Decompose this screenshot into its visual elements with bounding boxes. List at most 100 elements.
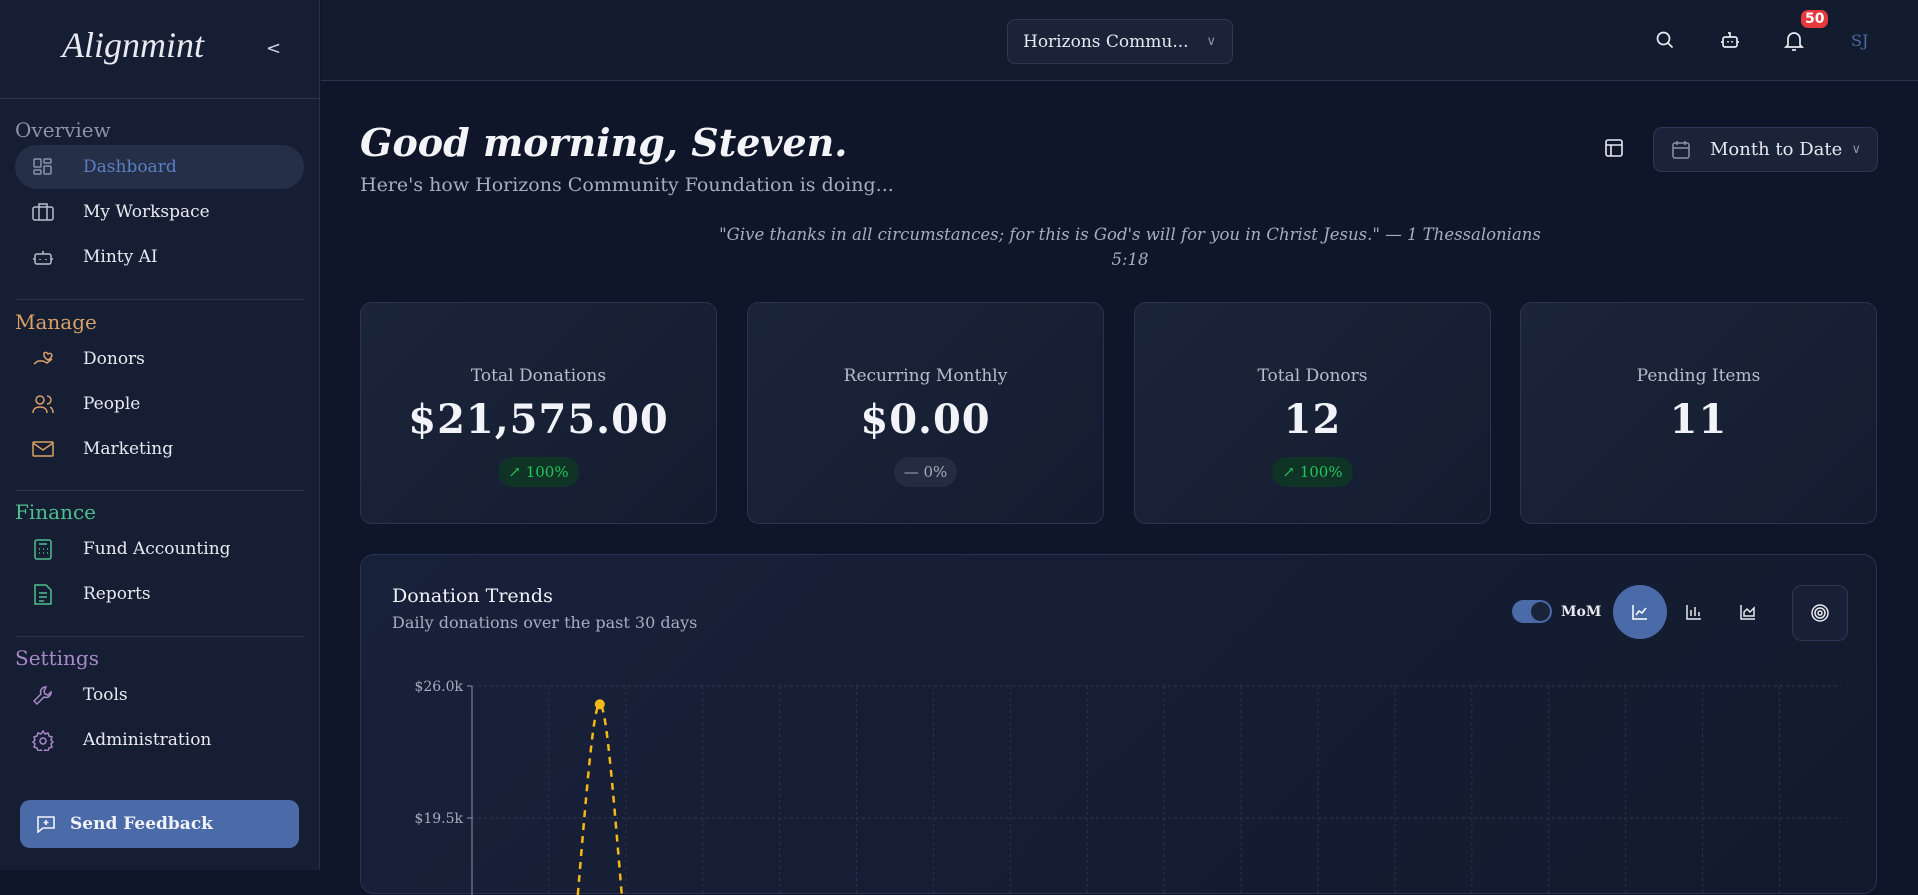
data-point: [594, 699, 605, 710]
donation-trends-panel: Donation Trends Daily donations over the…: [360, 554, 1877, 895]
sidebar-item-people[interactable]: People: [15, 382, 304, 426]
change-value: 100%: [1299, 463, 1343, 481]
sidebar-item-label: Marketing: [83, 439, 174, 459]
layout-icon[interactable]: [1604, 138, 1624, 162]
date-range-label: Month to Date: [1710, 139, 1843, 160]
sidebar-item-label: Minty AI: [83, 247, 158, 267]
sidebar: Alignmint < Overview Dashboard My Workspac…: [0, 0, 320, 870]
wrench-icon: [30, 685, 56, 706]
chevron-down-icon: ∨: [1851, 142, 1861, 157]
greeting-subtitle: Here's how Horizons Community Foundation…: [360, 174, 894, 196]
change-badge: ↗ 100%: [1272, 457, 1353, 487]
sidebar-item-fund-accounting[interactable]: Fund Accounting: [15, 527, 304, 571]
change-value: 0%: [923, 463, 948, 481]
top-header: Horizons Commu... ∨: [321, 0, 1918, 81]
panel-title: Donation Trends: [392, 585, 553, 607]
section-manage: Manage: [15, 310, 97, 334]
line-chart-icon: [1632, 605, 1647, 620]
section-settings: Settings: [15, 646, 99, 670]
area-chart-icon: [1740, 605, 1755, 620]
bot-icon[interactable]: [1720, 30, 1740, 54]
stat-card-total-donations: Total Donations $21,575.00 ↗ 100%: [360, 302, 717, 524]
mom-toggle[interactable]: [1512, 600, 1552, 623]
send-feedback-label: Send Feedback: [70, 814, 213, 834]
stat-label: Total Donors: [1257, 366, 1368, 386]
trend-up-icon: ↗: [1282, 463, 1300, 481]
stat-value: 12: [1283, 396, 1342, 443]
calendar-icon: [1672, 140, 1690, 159]
sidebar-item-label: Reports: [83, 584, 151, 604]
org-selector-label: Horizons Commu...: [1023, 31, 1189, 52]
hand-heart-icon: [30, 349, 56, 370]
divider: [15, 636, 304, 637]
panel-subtitle: Daily donations over the past 30 days: [392, 613, 698, 632]
stat-value: 11: [1669, 396, 1728, 443]
sidebar-item-label: People: [83, 394, 141, 414]
stat-card-pending-items: Pending Items 11: [1520, 302, 1877, 524]
mail-icon: [30, 439, 56, 460]
notification-badge: 50: [1801, 10, 1829, 28]
y-tick-label: $19.5k: [414, 811, 463, 827]
stat-value: $0.00: [860, 396, 991, 443]
sidebar-item-tools[interactable]: Tools: [15, 673, 304, 717]
org-selector[interactable]: Horizons Commu... ∨: [1007, 19, 1233, 64]
collapse-sidebar-button[interactable]: <: [266, 38, 282, 59]
calculator-icon: [30, 538, 56, 560]
chevron-down-icon: ∨: [1206, 34, 1216, 49]
minus-icon: —: [903, 463, 924, 481]
scripture-quote: "Give thanks in all circumstances; for t…: [719, 225, 1541, 269]
gear-icon: [30, 729, 56, 751]
users-icon: [30, 394, 56, 415]
divider: [0, 98, 320, 99]
sidebar-item-label: Dashboard: [83, 157, 177, 177]
bell-icon[interactable]: [1783, 30, 1805, 56]
goal-button[interactable]: [1792, 585, 1848, 641]
bot-icon: [30, 247, 56, 268]
target-icon: [1811, 604, 1829, 622]
avatar[interactable]: SJ: [1851, 31, 1869, 50]
area-chart-button[interactable]: [1721, 585, 1775, 639]
mom-label: MoM: [1561, 604, 1602, 620]
logo: Alignmint: [62, 25, 204, 65]
sidebar-item-label: Tools: [83, 685, 128, 705]
stat-label: Recurring Monthly: [843, 366, 1008, 386]
bar-chart-icon: [1686, 605, 1701, 620]
bar-chart-button[interactable]: [1667, 585, 1721, 639]
section-overview: Overview: [15, 118, 111, 142]
sidebar-item-label: Administration: [83, 730, 212, 750]
message-plus-icon: [36, 815, 56, 833]
stat-value: $21,575.00: [408, 396, 669, 443]
change-value: 100%: [525, 463, 569, 481]
sidebar-item-donors[interactable]: Donors: [15, 337, 304, 381]
section-finance: Finance: [15, 500, 96, 524]
date-range-select[interactable]: Month to Date ∨: [1653, 127, 1878, 172]
divider: [15, 490, 304, 491]
sidebar-item-administration[interactable]: Administration: [15, 718, 304, 762]
sidebar-item-dashboard[interactable]: Dashboard: [15, 145, 304, 189]
trend-up-icon: ↗: [508, 463, 526, 481]
sidebar-item-label: Donors: [83, 349, 145, 369]
line-chart-button[interactable]: [1613, 585, 1667, 639]
change-badge: ↗ 100%: [498, 457, 579, 487]
sidebar-item-label: Fund Accounting: [83, 539, 231, 559]
sidebar-item-my-workspace[interactable]: My Workspace: [15, 190, 304, 234]
sidebar-item-label: My Workspace: [83, 202, 210, 222]
stat-label: Pending Items: [1636, 366, 1761, 386]
sidebar-item-minty-ai[interactable]: Minty AI: [15, 235, 304, 279]
stat-card-recurring-monthly: Recurring Monthly $0.00 — 0%: [747, 302, 1104, 524]
file-text-icon: [30, 583, 56, 605]
sidebar-item-marketing[interactable]: Marketing: [15, 427, 304, 471]
divider: [15, 299, 304, 300]
search-icon[interactable]: [1655, 30, 1675, 54]
greeting: Good morning, Steven.: [360, 120, 848, 165]
stat-label: Total Donations: [470, 366, 607, 386]
donation-trends-chart: $26.0k $19.5k: [414, 679, 1841, 895]
series-line: [576, 703, 624, 895]
y-tick-label: $26.0k: [414, 679, 463, 695]
sidebar-item-reports[interactable]: Reports: [15, 572, 304, 616]
change-badge: — 0%: [893, 457, 958, 487]
send-feedback-button[interactable]: Send Feedback: [20, 800, 299, 848]
briefcase-icon: [30, 202, 56, 223]
stat-card-total-donors: Total Donors 12 ↗ 100%: [1134, 302, 1491, 524]
dashboard-grid-icon: [30, 157, 56, 178]
